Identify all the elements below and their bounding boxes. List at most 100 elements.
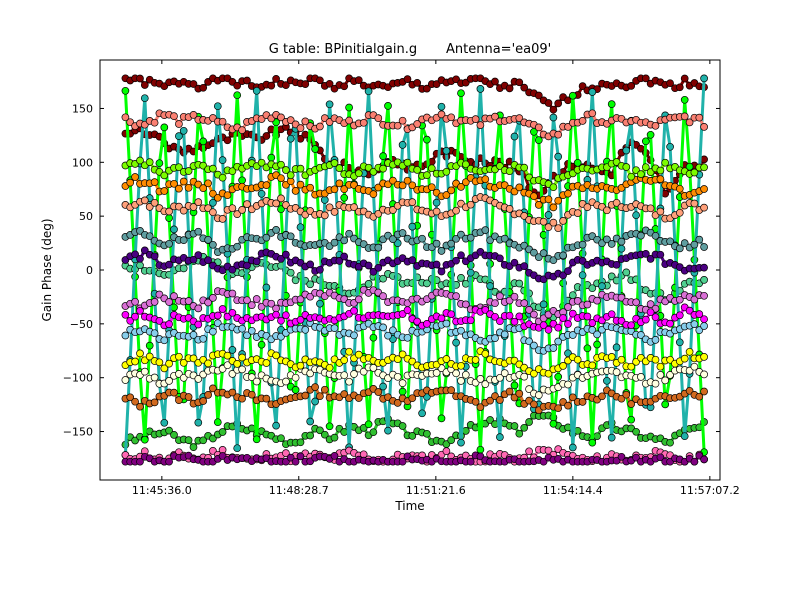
data-point: [175, 352, 183, 361]
data-point: [374, 263, 383, 272]
data-point: [447, 436, 456, 444]
data-point: [340, 185, 349, 193]
data-point: [578, 240, 587, 249]
data-point: [457, 438, 465, 447]
data-point: [559, 217, 567, 225]
data-point: [257, 302, 266, 311]
y-tick-label: 0: [86, 264, 93, 277]
data-point: [656, 453, 665, 462]
data-point: [354, 169, 363, 178]
data-point: [525, 306, 533, 314]
data-point: [510, 422, 519, 430]
data-point: [437, 267, 446, 276]
data-point: [150, 118, 159, 127]
data-point: [189, 443, 198, 451]
data-point: [218, 156, 227, 164]
data-point: [520, 262, 529, 270]
data-point: [666, 79, 674, 88]
data-point: [209, 198, 217, 207]
data-point: [364, 280, 373, 288]
data-point: [539, 300, 548, 309]
data-point: [359, 118, 368, 127]
data-point: [461, 178, 470, 187]
data-point: [369, 190, 378, 198]
data-point: [165, 320, 173, 328]
data-point: [277, 113, 285, 122]
data-point: [515, 429, 524, 438]
data-point: [165, 377, 173, 385]
data-point: [471, 397, 480, 406]
data-point: [155, 358, 164, 367]
data-point: [534, 391, 543, 399]
data-point: [330, 159, 339, 167]
data-point: [155, 159, 164, 168]
data-point: [379, 274, 387, 283]
data-point: [695, 310, 704, 318]
data-point: [354, 394, 363, 402]
data-point: [442, 191, 451, 199]
data-point: [564, 123, 572, 131]
data-point: [685, 347, 694, 356]
data-point: [510, 292, 519, 301]
data-point: [209, 434, 217, 443]
data-point: [646, 204, 655, 213]
data-point: [340, 82, 349, 91]
data-point: [325, 422, 334, 431]
data-point: [666, 237, 674, 246]
data-point: [345, 229, 353, 238]
data-point: [632, 427, 640, 436]
data-point: [330, 452, 339, 460]
data-point: [350, 370, 358, 378]
data-point: [320, 196, 329, 204]
data-point: [316, 76, 324, 85]
data-point: [656, 371, 665, 379]
data-point: [641, 163, 650, 172]
data-point: [228, 204, 237, 213]
data-point: [675, 244, 684, 253]
data-point: [364, 261, 373, 270]
data-point: [486, 396, 494, 405]
data-point: [612, 343, 621, 352]
data-point: [403, 306, 412, 315]
data-point: [145, 341, 154, 350]
data-point: [345, 377, 353, 386]
data-point: [389, 326, 397, 335]
data-point: [622, 146, 631, 155]
data-point: [247, 390, 256, 399]
data-point: [700, 163, 708, 172]
data-point: [199, 397, 208, 405]
data-series: [121, 226, 708, 265]
data-point: [218, 428, 227, 436]
data-point: [272, 199, 280, 208]
data-series: [121, 156, 708, 192]
data-point: [165, 214, 173, 222]
data-point: [437, 314, 446, 323]
data-point: [277, 160, 285, 169]
data-point: [408, 198, 417, 206]
data-point: [184, 436, 193, 444]
data-point: [656, 362, 665, 371]
data-point: [213, 102, 222, 111]
data-point: [534, 253, 543, 262]
x-tick-label: 11:57:07.2: [680, 484, 740, 497]
data-point: [612, 368, 621, 376]
data-point: [194, 227, 203, 236]
data-point: [554, 99, 563, 108]
data-point: [228, 370, 237, 378]
data-point: [199, 334, 208, 343]
data-point: [165, 260, 173, 269]
data-point: [534, 136, 543, 144]
data-point: [316, 122, 324, 131]
data-point: [286, 134, 295, 143]
data-point: [534, 123, 543, 132]
data-point: [140, 246, 149, 255]
data-point: [291, 187, 300, 195]
data-point: [291, 373, 300, 382]
data-point: [325, 100, 334, 109]
data-point: [228, 308, 237, 317]
data-point: [233, 360, 242, 368]
data-point: [418, 234, 426, 243]
data-point: [359, 367, 368, 376]
data-point: [457, 377, 465, 385]
data-point: [437, 110, 446, 119]
